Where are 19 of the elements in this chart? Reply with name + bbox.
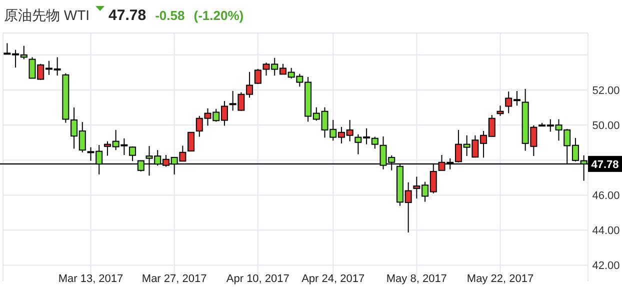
x-tick-label: May 22, 2017 <box>466 273 534 285</box>
y-tick-label: 46.00 <box>592 190 620 202</box>
candlestick <box>129 146 136 162</box>
x-tick-label: Apr 10, 2017 <box>226 273 290 285</box>
x-tick-label: Mar 27, 2017 <box>142 273 207 285</box>
text: (-1.20%) <box>194 8 244 23</box>
text: -0.58 <box>155 8 185 23</box>
x-tick-label: Mar 13, 2017 <box>58 273 124 285</box>
y-tick-label: 42.00 <box>592 260 620 272</box>
x-tick-label: Apr 24, 2017 <box>302 273 365 285</box>
text: 47.78 <box>108 7 146 24</box>
candlestick <box>496 105 504 116</box>
x-tick-label: May 8, 2017 <box>386 273 447 285</box>
y-tick-label: 44.00 <box>592 225 620 238</box>
candlestick <box>188 132 195 152</box>
ref-line-label: 47.78 <box>591 158 619 171</box>
y-tick-label: 50.00 <box>592 120 620 132</box>
chart-title: 原油先物 WTI <box>4 7 90 23</box>
y-tick-label: 52.00 <box>592 84 620 97</box>
